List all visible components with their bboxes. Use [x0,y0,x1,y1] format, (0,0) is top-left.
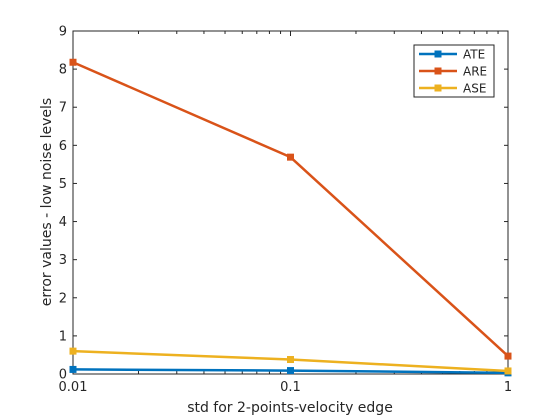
y-tick-label: 3 [59,253,67,268]
x-tick-label: 0.01 [59,380,88,395]
legend-label-are: ARE [463,65,487,79]
data-point-ase [287,356,294,364]
data-point-ase [504,367,512,375]
y-tick-label: 4 [59,215,67,230]
data-point-ate [287,367,294,375]
y-axis: 0 1 2 3 4 5 6 7 8 9 [59,25,508,383]
data-point-are [504,352,512,360]
y-tick-label: 0 [59,368,67,383]
series-layer [69,58,512,377]
data-point-ate [69,365,77,373]
y-tick-label: 6 [59,139,67,154]
y-tick-label: 8 [59,63,67,78]
x-tick-label: 0.1 [280,380,301,395]
x-axis-label: std for 2-points-velocity edge [187,400,393,416]
data-point-are [287,153,294,161]
legend-marker-are [434,67,442,75]
legend-label-ase: ASE [463,82,486,96]
legend-marker-ase [434,84,442,92]
y-tick-label: 7 [59,101,67,116]
y-tick-label: 5 [59,177,67,192]
data-point-are [69,58,77,66]
y-tick-label: 2 [59,291,67,306]
legend: ATE ARE ASE [413,44,495,98]
legend-marker-ate [434,50,442,58]
legend-label-ate: ATE [463,48,485,62]
y-tick-label: 9 [59,25,67,40]
data-point-ase [69,347,77,355]
y-axis-label: error values - low noise levels [39,98,55,306]
x-tick-label: 1 [504,380,512,395]
y-tick-label: 1 [59,329,67,344]
